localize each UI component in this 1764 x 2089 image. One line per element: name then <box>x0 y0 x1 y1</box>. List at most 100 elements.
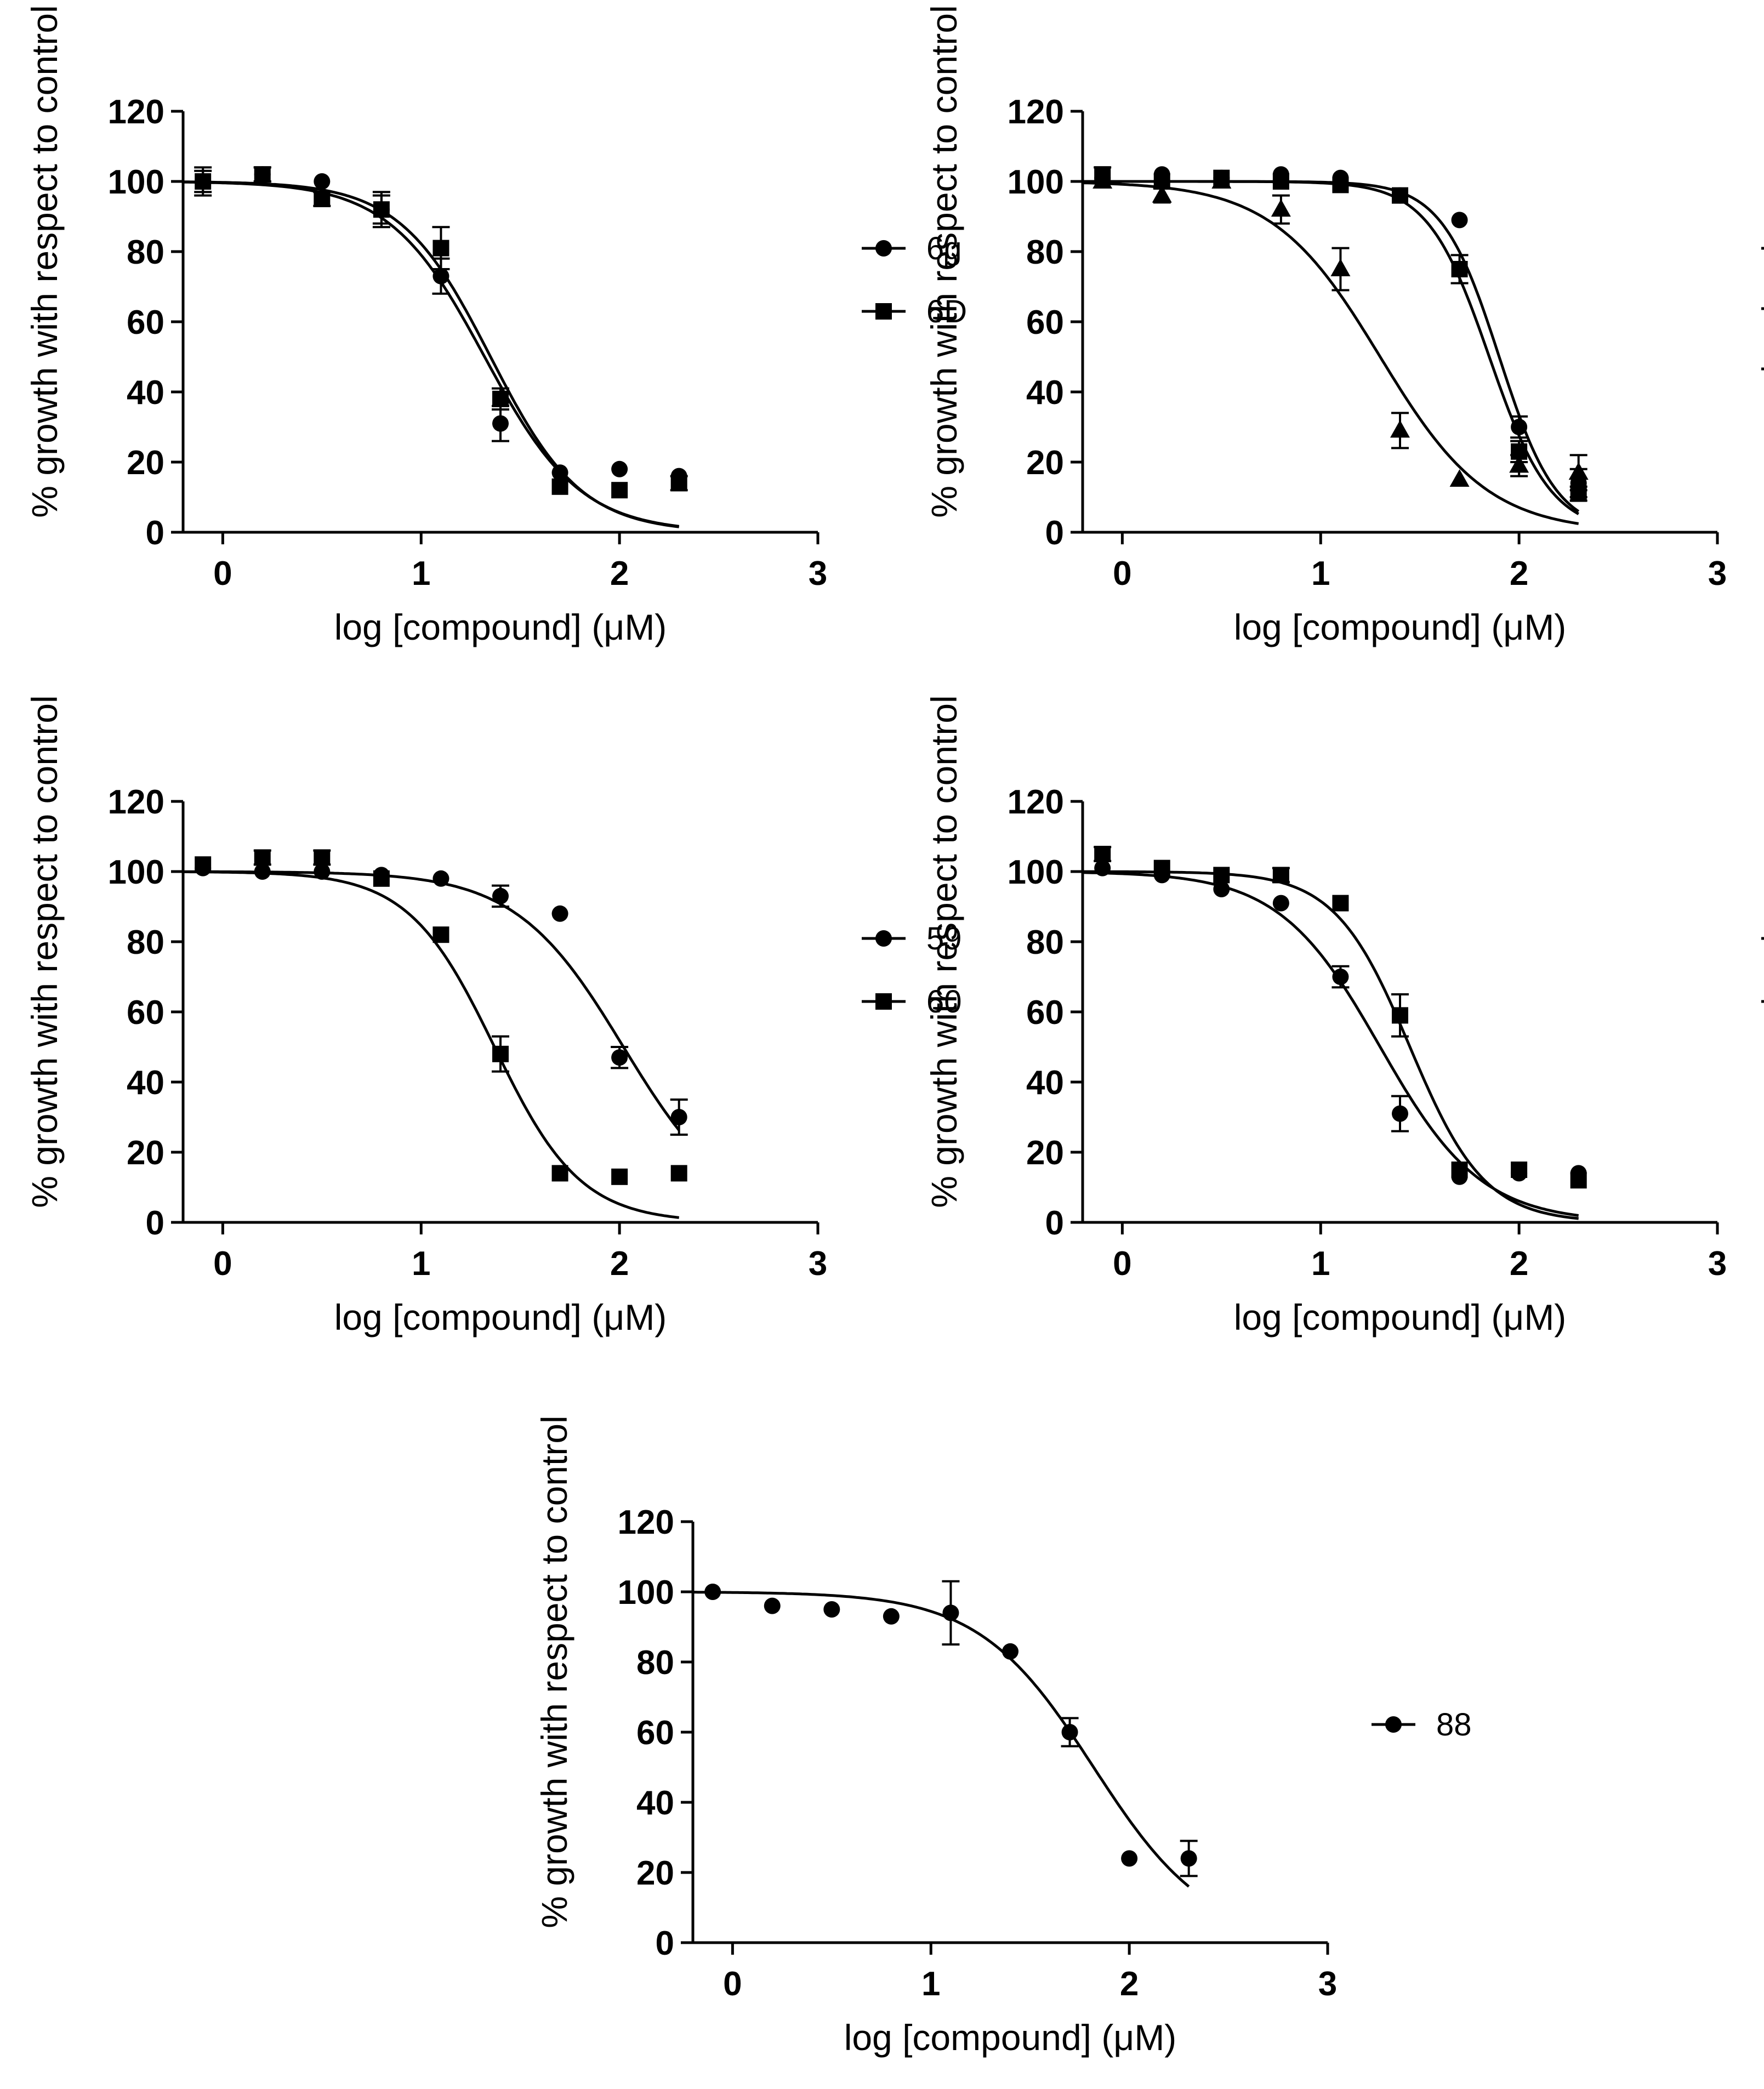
y-tick-label: 0 <box>146 514 164 552</box>
chart-panel-middle-right: 0 20 40 60 80 100 120 0 1 2 3 log [compound] (μM) % … <box>924 695 1764 1337</box>
legend-entry-59: 59 <box>862 921 962 957</box>
x-tick-label: 2 <box>610 1245 629 1283</box>
legend-entry-32: 32 <box>1761 307 1764 310</box>
series-59 <box>183 859 688 1136</box>
y-tick-label: 100 <box>108 163 164 201</box>
y-axis-title: % growth with respect to control <box>24 695 65 1208</box>
data-point <box>314 191 331 207</box>
legend-label: 88 <box>1436 1707 1472 1743</box>
data-point <box>704 1584 721 1600</box>
series-32 <box>1083 166 1587 515</box>
y-axis-title: % growth with respect to control <box>924 695 964 1208</box>
x-tick-label: 3 <box>809 555 827 593</box>
data-point <box>764 1597 781 1614</box>
data-point <box>1094 859 1111 876</box>
series-88 <box>693 1580 1198 1888</box>
x-tick-label: 1 <box>921 1965 940 2003</box>
data-point <box>1271 199 1291 217</box>
fit-curve <box>183 870 680 1131</box>
y-axis-title: % growth with respect to control <box>534 1415 574 1928</box>
data-point <box>254 863 271 880</box>
y-tick-label: 60 <box>1026 304 1064 341</box>
data-point <box>195 173 212 190</box>
data-point <box>551 905 568 922</box>
y-tick-label: 0 <box>1045 514 1064 552</box>
data-point <box>670 1165 687 1182</box>
legend-label: 60 <box>926 984 962 1020</box>
data-point <box>1568 462 1589 480</box>
legend-marker <box>875 303 892 320</box>
x-tick-label: 3 <box>809 1245 827 1283</box>
x-tick-label: 1 <box>1311 555 1330 593</box>
data-point <box>1330 259 1351 276</box>
series-60 <box>183 849 687 1219</box>
data-point <box>611 1168 628 1185</box>
data-point <box>1332 969 1349 985</box>
legend-marker <box>875 240 892 257</box>
y-tick-label: 100 <box>1008 853 1064 891</box>
x-tick-label: 1 <box>412 555 430 593</box>
data-point <box>254 849 271 866</box>
data-point <box>551 478 568 495</box>
data-point <box>433 926 449 943</box>
data-point <box>1390 420 1410 438</box>
legend-marker <box>1385 1716 1402 1733</box>
y-tick-label: 80 <box>636 1644 674 1682</box>
series-6g <box>183 166 687 528</box>
y-tick-label: 40 <box>127 374 164 412</box>
x-tick-label: 2 <box>1510 1245 1528 1283</box>
legend-entry-33: 33 <box>1761 367 1764 371</box>
y-tick-label: 100 <box>1008 163 1064 201</box>
data-point <box>492 1045 509 1062</box>
data-point <box>1451 261 1468 277</box>
y-tick-label: 20 <box>1026 1134 1064 1172</box>
data-point <box>883 1608 900 1625</box>
x-tick-label: 1 <box>412 1245 430 1283</box>
y-tick-label: 120 <box>108 783 164 821</box>
x-axis-title: log [compound] (μM) <box>1234 1297 1567 1337</box>
data-point <box>1392 1007 1408 1024</box>
y-tick-label: 100 <box>108 853 164 891</box>
data-point <box>1451 1162 1468 1178</box>
x-axis-title: log [compound] (μM) <box>334 1297 667 1337</box>
data-point <box>551 464 568 481</box>
y-tick-label: 40 <box>1026 1064 1064 1102</box>
data-point <box>1213 867 1230 884</box>
x-axis-title: log [compound] (μM) <box>334 607 667 647</box>
x-tick-label: 0 <box>723 1965 742 2003</box>
legend-marker <box>875 993 892 1010</box>
y-tick-label: 120 <box>1008 783 1064 821</box>
y-axis-title: % growth with respect to control <box>924 5 964 517</box>
fit-curve <box>693 1591 1190 1888</box>
data-point <box>611 460 628 477</box>
legend-entry-6D: 6D <box>862 294 967 329</box>
x-tick-label: 0 <box>1113 555 1131 593</box>
legend-marker <box>875 930 892 947</box>
legend-label: 6D <box>926 294 967 329</box>
data-point <box>1094 846 1111 862</box>
y-tick-label: 20 <box>636 1854 674 1892</box>
fit-curve <box>1083 180 1580 513</box>
y-tick-label: 20 <box>127 1134 164 1172</box>
data-point <box>1211 171 1232 189</box>
fit-curve <box>183 180 680 528</box>
y-tick-label: 80 <box>1026 234 1064 271</box>
y-tick-label: 120 <box>1008 93 1064 131</box>
data-point <box>1332 177 1349 193</box>
x-tick-label: 3 <box>1318 1965 1337 2003</box>
data-point <box>373 870 390 887</box>
data-point <box>1392 187 1408 204</box>
fit-curve <box>1083 870 1579 1220</box>
y-tick-label: 20 <box>127 444 164 482</box>
chart-panel-top-left: 0 20 40 60 80 100 120 0 1 2 3 log [compound] (μM) % … <box>24 5 967 647</box>
chart-panel-bottom-center: 0 20 40 60 80 100 120 0 1 2 3 log [compound] (μM) % … <box>534 1415 1472 2058</box>
data-point <box>373 201 390 218</box>
y-tick-label: 120 <box>108 93 164 131</box>
data-point <box>1272 867 1289 884</box>
data-point <box>1092 171 1113 189</box>
y-tick-label: 120 <box>618 1504 674 1541</box>
x-axis-title: log [compound] (μM) <box>1234 607 1567 647</box>
y-tick-label: 80 <box>1026 924 1064 961</box>
data-point <box>942 1604 959 1621</box>
